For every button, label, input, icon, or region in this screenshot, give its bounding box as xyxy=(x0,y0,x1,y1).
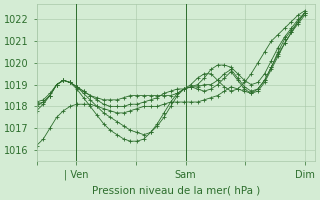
X-axis label: Pression niveau de la mer( hPa ): Pression niveau de la mer( hPa ) xyxy=(92,186,260,196)
